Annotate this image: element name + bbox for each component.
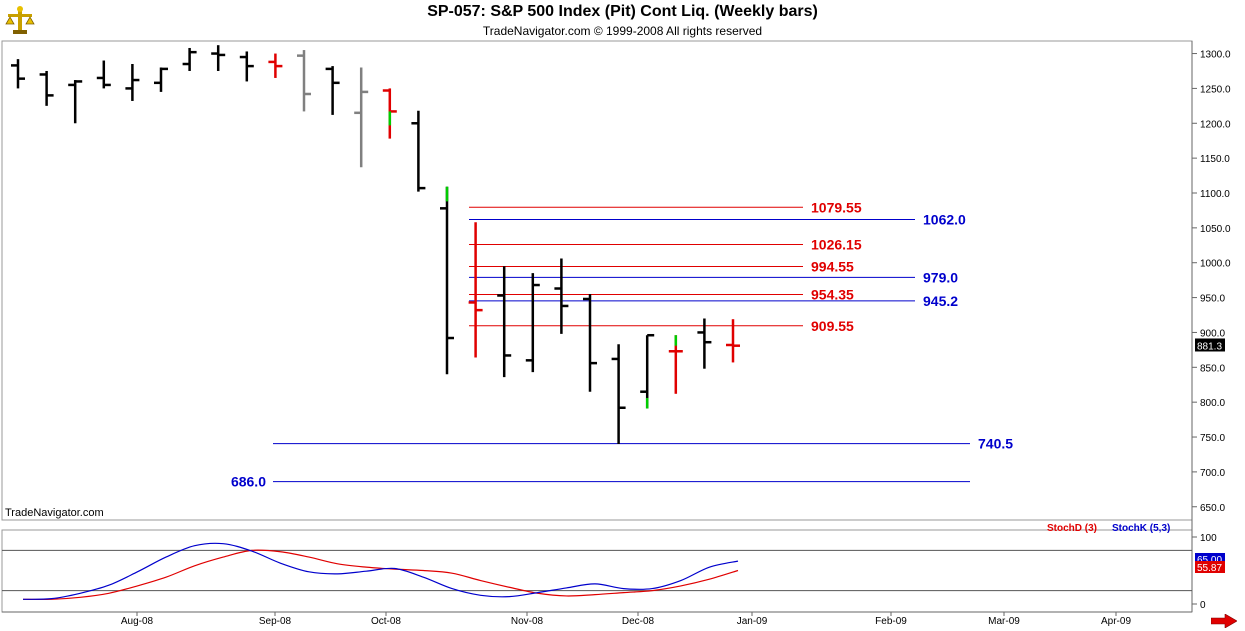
- price-y-tick-label: 700.0: [1200, 468, 1225, 479]
- copyright-line: TradeNavigator.com © 1999-2008 All right…: [482, 24, 763, 38]
- price-y-tick-label: 650.0: [1200, 503, 1225, 514]
- level-label-1079.55: 1079.55: [811, 199, 862, 215]
- chart-title: SP-057: S&P 500 Index (Pit) Cont Liq. (W…: [427, 3, 818, 20]
- price-y-tick-label: 950.0: [1200, 294, 1225, 305]
- level-label-1062.0: 1062.0: [923, 211, 966, 227]
- right-arrow-icon[interactable]: [1211, 614, 1237, 628]
- stoch-line-blue: [22, 542, 739, 600]
- x-tick-label: Apr-09: [1101, 616, 1131, 627]
- price-y-tick-label: 1050.0: [1200, 224, 1231, 235]
- x-tick-label: Aug-08: [121, 616, 154, 627]
- x-tick-label: Sep-08: [259, 616, 292, 627]
- legend-stochk: StochK (5,3): [1112, 523, 1170, 534]
- price-y-tick-label: 1250.0: [1200, 84, 1231, 95]
- stochk-value-label: 65.00: [1197, 555, 1222, 566]
- level-label-686.0: 686.0: [231, 474, 266, 490]
- price-y-tick-label: 850.0: [1200, 363, 1225, 374]
- x-tick-label: Feb-09: [875, 616, 907, 627]
- price-y-tick-label: 900.0: [1200, 328, 1225, 339]
- x-tick-label: Jan-09: [737, 616, 768, 627]
- x-tick-label: Oct-08: [371, 616, 401, 627]
- x-tick-label: Mar-09: [988, 616, 1020, 627]
- price-y-tick-label: 1000.0: [1200, 259, 1231, 270]
- stoch-y-tick-label: 0: [1200, 600, 1206, 611]
- level-label-945.2: 945.2: [923, 293, 958, 309]
- level-label-994.55: 994.55: [811, 259, 854, 275]
- price-pane-frame: [1, 40, 1193, 521]
- level-label-1026.15: 1026.15: [811, 236, 862, 252]
- last-price-label: 881.3: [1197, 341, 1222, 352]
- stochd-value-box: [1195, 561, 1225, 573]
- level-label-979.0: 979.0: [923, 269, 958, 285]
- price-y-tick-label: 800.0: [1200, 398, 1225, 409]
- legend-stochd: StochD (3): [1047, 523, 1097, 534]
- x-tick-label: Nov-08: [511, 616, 544, 627]
- price-y-tick-label: 1300.0: [1200, 50, 1231, 61]
- level-label-740.5: 740.5: [978, 436, 1013, 452]
- last-price-box: [1195, 338, 1225, 352]
- stoch-line-red: [22, 549, 739, 601]
- stoch-y-tick-label: 100: [1200, 533, 1217, 544]
- price-y-tick-label: 1200.0: [1200, 119, 1231, 130]
- stochd-value-label: 55.87: [1197, 563, 1222, 574]
- level-label-909.55: 909.55: [811, 318, 854, 334]
- price-y-tick-label: 1100.0: [1200, 189, 1230, 200]
- level-label-954.35: 954.35: [811, 287, 854, 303]
- scales-logo-icon[interactable]: [4, 4, 36, 36]
- watermark-text: TradeNavigator.com: [5, 507, 104, 519]
- x-tick-label: Dec-08: [622, 616, 655, 627]
- price-y-tick-label: 750.0: [1200, 433, 1225, 444]
- price-y-tick-label: 1150.0: [1200, 154, 1230, 165]
